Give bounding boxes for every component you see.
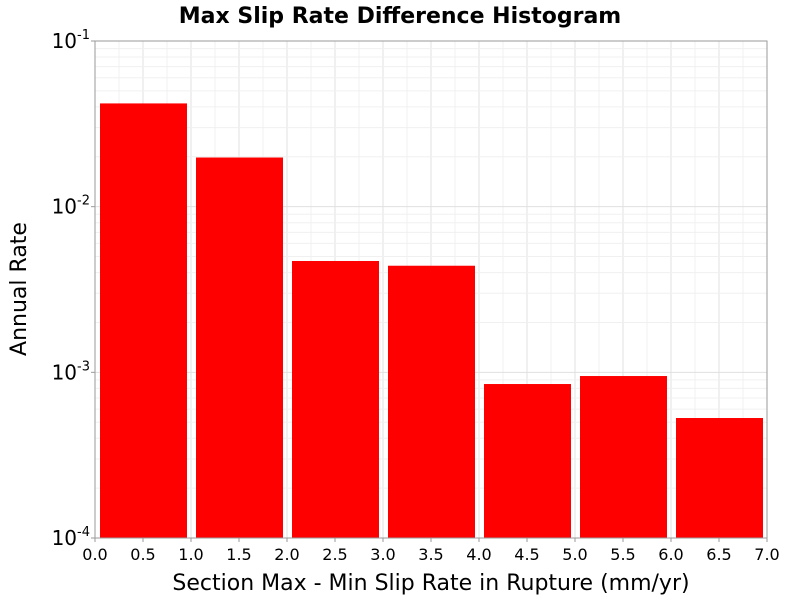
y-axis-ticks: 10-1 10-2 10-3 10-4 [52,28,95,550]
x-tick-label: 2.0 [274,545,299,564]
histogram-bar [196,157,283,538]
x-tick-label: 5.0 [562,545,587,564]
histogram-bar [100,103,187,538]
chart-title: Max Slip Rate Difference Histogram [179,4,621,29]
x-tick-label: 3.0 [370,545,395,564]
histogram-bar [580,376,667,538]
x-tick-label: 6.5 [706,545,731,564]
y-tick-label: 10-2 [52,194,90,219]
x-tick-label: 0.0 [82,545,107,564]
histogram-bar [292,260,379,538]
x-tick-label: 3.5 [418,545,443,564]
y-axis-label: Annual Rate [7,222,32,356]
x-axis-ticks: 0.0 0.5 1.0 1.5 2.0 2.5 3.0 3.5 4.0 4.5 5.0 5.5 6.0 6… [82,538,780,564]
x-tick-label: 7.0 [754,545,779,564]
x-tick-label: 5.5 [610,545,635,564]
histogram-bar [388,265,475,538]
histogram-bar [676,418,763,538]
x-tick-label: 4.5 [514,545,539,564]
histogram-bar [484,384,571,538]
bars [100,103,763,538]
x-tick-label: 1.5 [226,545,251,564]
y-tick-label: 10-4 [52,525,90,550]
x-tick-label: 1.0 [178,545,203,564]
y-tick-label: 10-3 [52,359,90,384]
x-tick-label: 0.5 [130,545,155,564]
x-tick-label: 6.0 [658,545,683,564]
x-tick-label: 4.0 [466,545,491,564]
x-axis-label: Section Max - Min Slip Rate in Rupture (… [172,571,689,596]
x-tick-label: 2.5 [322,545,347,564]
y-tick-label: 10-1 [52,28,90,53]
